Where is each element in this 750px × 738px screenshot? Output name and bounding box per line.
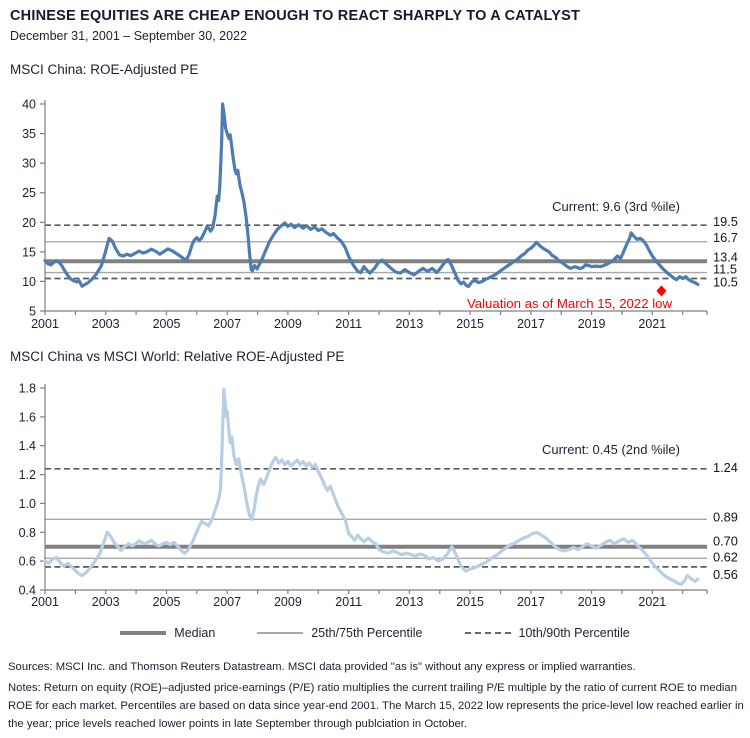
legend: Median 25th/75th Percentile 10th/90th Pe… bbox=[0, 626, 750, 640]
x-tick-label: 2003 bbox=[92, 317, 120, 331]
y-tick-label: 1.2 bbox=[19, 468, 36, 482]
y-tick-label: 0.6 bbox=[19, 555, 36, 569]
page-title: CHINESE EQUITIES ARE CHEAP ENOUGH TO REA… bbox=[10, 8, 581, 24]
x-tick-label: 2011 bbox=[335, 317, 362, 331]
x-tick-label: 2009 bbox=[274, 317, 302, 331]
y-tick-label: 40 bbox=[22, 98, 36, 112]
x-tick-label: 2011 bbox=[335, 595, 362, 609]
y-tick-label: 0.8 bbox=[19, 526, 36, 540]
y-tick-label: 10 bbox=[22, 275, 36, 289]
legend-label-quartile: 25th/75th Percentile bbox=[311, 626, 423, 640]
y-tick-label: 0.4 bbox=[19, 584, 36, 598]
march-low-annotation: Valuation as of March 15, 2022 low bbox=[467, 296, 672, 311]
x-tick-label: 2017 bbox=[517, 317, 545, 331]
median-percentile-value-label: 0.70 bbox=[713, 534, 738, 549]
median-percentile-value-label: 13.4 bbox=[713, 249, 738, 264]
75th-percentile-value-label: 0.89 bbox=[713, 509, 738, 524]
march-low-diamond-marker bbox=[656, 285, 667, 297]
x-tick-label: 2005 bbox=[153, 595, 181, 609]
90th-percentile-value-label: 19.5 bbox=[713, 214, 738, 229]
x-tick-label: 2019 bbox=[578, 317, 606, 331]
x-tick-label: 2009 bbox=[274, 595, 302, 609]
x-tick-label: 2007 bbox=[213, 317, 241, 331]
legend-label-decile: 10th/90th Percentile bbox=[518, 626, 630, 640]
current-value-annotation: Current: 0.45 (2nd %ile) bbox=[542, 442, 680, 457]
90th-percentile-value-label: 1.24 bbox=[713, 460, 738, 475]
y-tick-label: 1.6 bbox=[19, 410, 36, 424]
x-tick-label: 2021 bbox=[638, 595, 666, 609]
footnotes: Sources: MSCI Inc. and Thomson Reuters D… bbox=[8, 658, 746, 736]
data-series-line bbox=[43, 387, 700, 586]
y-tick-label: 20 bbox=[22, 216, 36, 230]
10th-percentile-value-label: 10.5 bbox=[713, 275, 738, 290]
quartile-line-sample bbox=[257, 632, 304, 634]
data-series-line bbox=[43, 102, 700, 289]
x-tick-label: 2015 bbox=[456, 317, 484, 331]
y-tick-label: 1.4 bbox=[19, 439, 36, 453]
y-tick-label: 1.8 bbox=[19, 382, 36, 396]
legend-label-median: Median bbox=[174, 626, 216, 640]
x-tick-label: 2013 bbox=[395, 595, 423, 609]
y-tick-label: 5 bbox=[29, 305, 36, 319]
msci-china-vs-world-relative-pe-chart: 1.24 0.89 0.700.62 0.56 1.8 1.6 1.4 1.2 1.0 0.8 0.… bbox=[19, 382, 738, 610]
x-tick-label: 2007 bbox=[213, 595, 241, 609]
y-tick-label: 15 bbox=[22, 245, 36, 259]
y-tick-label: 1.0 bbox=[19, 497, 36, 511]
sources-note: Sources: MSCI Inc. and Thomson Reuters D… bbox=[8, 661, 636, 673]
x-tick-label: 2017 bbox=[517, 595, 545, 609]
25th-percentile-value-label: 11.5 bbox=[713, 262, 737, 277]
chart1-title: MSCI China: ROE-Adjusted PE bbox=[10, 62, 199, 77]
legend-item-quartile: 25th/75th Percentile bbox=[257, 626, 423, 640]
x-tick-label: 2021 bbox=[638, 317, 666, 331]
75th-percentile-value-label: 16.7 bbox=[713, 230, 738, 245]
x-tick-label: 2015 bbox=[456, 595, 484, 609]
x-tick-label: 2019 bbox=[578, 595, 606, 609]
decile-line-sample bbox=[464, 632, 511, 634]
y-tick-label: 35 bbox=[22, 127, 36, 141]
legend-item-median: Median bbox=[120, 626, 215, 640]
chart2-title: MSCI China vs MSCI World: Relative ROE-A… bbox=[10, 349, 345, 364]
methodology-note: Notes: Return on equity (ROE)–adjusted p… bbox=[8, 682, 744, 731]
current-value-annotation: Current: 9.6 (3rd %ile) bbox=[552, 199, 680, 214]
legend-item-decile: 10th/90th Percentile bbox=[464, 626, 630, 640]
x-tick-label: 2003 bbox=[92, 595, 120, 609]
25th-percentile-value-label: 0.62 bbox=[713, 549, 738, 564]
x-tick-label: 2013 bbox=[395, 317, 423, 331]
x-tick-label: 2001 bbox=[31, 317, 59, 331]
10th-percentile-value-label: 0.56 bbox=[713, 567, 738, 582]
date-range-subtitle: December 31, 2001 – September 30, 2022 bbox=[10, 29, 247, 43]
y-tick-label: 30 bbox=[22, 157, 36, 171]
x-tick-label: 2005 bbox=[153, 317, 181, 331]
y-tick-label: 25 bbox=[22, 186, 36, 200]
median-line-sample bbox=[120, 631, 167, 635]
x-tick-label: 2001 bbox=[31, 595, 59, 609]
